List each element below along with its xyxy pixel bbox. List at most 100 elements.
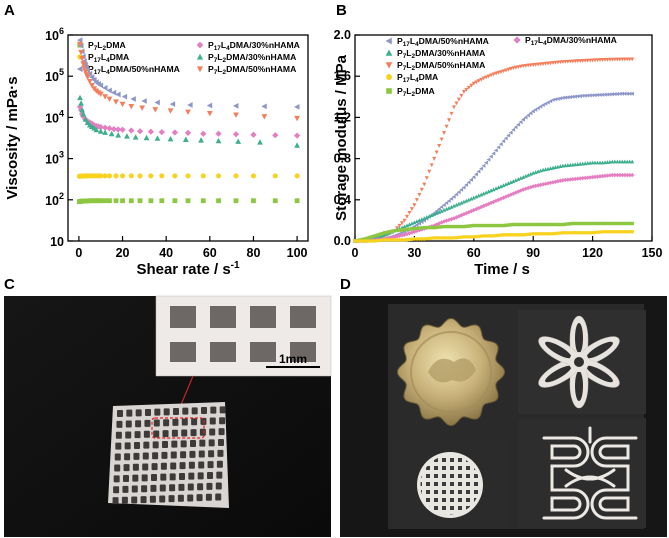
chart-b-point: [469, 83, 474, 88]
chart-b-point: [516, 222, 521, 227]
chart-a-point: [82, 69, 89, 75]
chart-b-point: [588, 230, 592, 235]
chart-a-legend-marker: [196, 53, 204, 60]
chart-b-point: [533, 232, 538, 236]
chart-a-point: [272, 132, 279, 139]
chart-b-point: [538, 104, 543, 109]
chart-b-point: [568, 95, 573, 100]
chart-b-point: [442, 224, 446, 229]
chart-b-point: [355, 239, 360, 243]
chart-b-point: [461, 212, 467, 217]
chart-b-point: [508, 67, 513, 71]
chart-a-point: [89, 82, 95, 89]
chart-b-point: [605, 221, 610, 226]
chart-b-point: [472, 223, 476, 228]
chart-b-point: [474, 194, 479, 199]
chart-b-point: [402, 227, 407, 232]
chart-b-point: [516, 233, 521, 237]
chart-a-point: [294, 115, 300, 122]
chart-b-legend: P17L4DMA/50%nHAMAP7L2DMA/30%nHAMAP7L2DMA…: [385, 35, 617, 98]
chart-b-legend-label: P17L4DMA/50%nHAMA: [397, 36, 489, 48]
chart-b-point: [481, 163, 486, 168]
chart-a-point: [102, 94, 108, 100]
chart-a-point: [185, 109, 191, 116]
chart-b-point: [521, 117, 525, 122]
chart-b-point: [516, 122, 521, 127]
chart-a-xtick-label: 40: [159, 246, 173, 260]
chart-a-ytick-label: 10: [50, 235, 64, 249]
chart-b-point: [620, 229, 625, 234]
chart-a-xtick-label: 20: [116, 246, 130, 260]
chart-b-point: [580, 93, 585, 98]
chart-a-point: [216, 173, 222, 179]
chart-b-point: [531, 232, 535, 236]
chart-b-point: [501, 69, 506, 74]
chart-b-point: [543, 101, 548, 106]
chart-b-point: [471, 195, 476, 200]
chart-a-point: [233, 112, 239, 118]
chart-b-point: [612, 172, 618, 178]
chart-b-point: [486, 74, 491, 79]
chart-b-point: [516, 177, 521, 181]
chart-a-point: [148, 173, 154, 179]
chart-b-point: [444, 200, 449, 205]
chart-b-point: [541, 232, 545, 236]
chart-b-point: [456, 97, 461, 102]
chart-b-point: [429, 213, 434, 217]
chart-b-point: [608, 229, 612, 234]
chart-b-point: [600, 173, 605, 179]
chart-b-point: [518, 64, 523, 69]
chart-b-xlabel: Time / s: [474, 261, 530, 278]
chart-b-point: [462, 224, 466, 229]
chart-b-point: [625, 221, 629, 226]
chart-b-point: [437, 207, 441, 212]
chart-b-point: [412, 220, 417, 225]
chart-a-point: [97, 128, 104, 134]
chart-b-point: [464, 235, 469, 239]
chart-a-point: [80, 111, 87, 117]
chart-a-point: [97, 91, 104, 97]
chart-b-point: [607, 173, 613, 178]
chart-b-point: [610, 221, 615, 226]
chart-b-legend-marker: [385, 49, 393, 56]
chart-b-point: [511, 179, 516, 183]
chart-b-point: [503, 182, 509, 187]
chart-a-point: [79, 56, 86, 62]
chart-b-point: [588, 221, 592, 226]
chart-b-point: [444, 124, 449, 129]
chart-b-point: [585, 93, 590, 98]
chart-b-point: [494, 186, 499, 191]
chart-b-point: [506, 133, 511, 138]
chart-a-point: [115, 132, 122, 138]
chart-b-point: [404, 223, 410, 228]
chart-b-point: [561, 222, 565, 227]
chart-a-point: [132, 134, 139, 140]
chart-b-point: [449, 196, 454, 201]
chart-b-point: [506, 181, 511, 186]
chart-b-point: [514, 233, 518, 237]
chart-a-point: [120, 173, 126, 179]
chart-b-point: [531, 222, 535, 227]
chart-a-point: [158, 128, 165, 136]
chart-b-point: [620, 91, 624, 96]
chart-a-xtick-label: 80: [247, 246, 261, 260]
chart-b-point: [442, 131, 447, 135]
chart-b-point: [469, 235, 474, 239]
chart-b-point: [622, 91, 627, 96]
chart-b-point: [560, 178, 566, 183]
chart-b-point: [615, 91, 620, 97]
chart-a-point: [93, 126, 100, 133]
chart-b-legend-marker: [385, 37, 392, 45]
chart-b-point: [437, 210, 442, 214]
chart-b-point: [429, 163, 434, 168]
chart-b-point: [457, 224, 461, 229]
chart-b-point: [449, 204, 454, 209]
chart-a-ytick-label: 105: [45, 67, 64, 84]
chart-b-point: [571, 230, 575, 235]
chart-b-point: [484, 75, 489, 80]
chart-b-point: [612, 92, 617, 97]
chart-b-point: [588, 93, 592, 98]
chart-b-point: [420, 237, 424, 241]
chart-a-point: [106, 125, 113, 132]
chart-b-point: [479, 192, 484, 197]
